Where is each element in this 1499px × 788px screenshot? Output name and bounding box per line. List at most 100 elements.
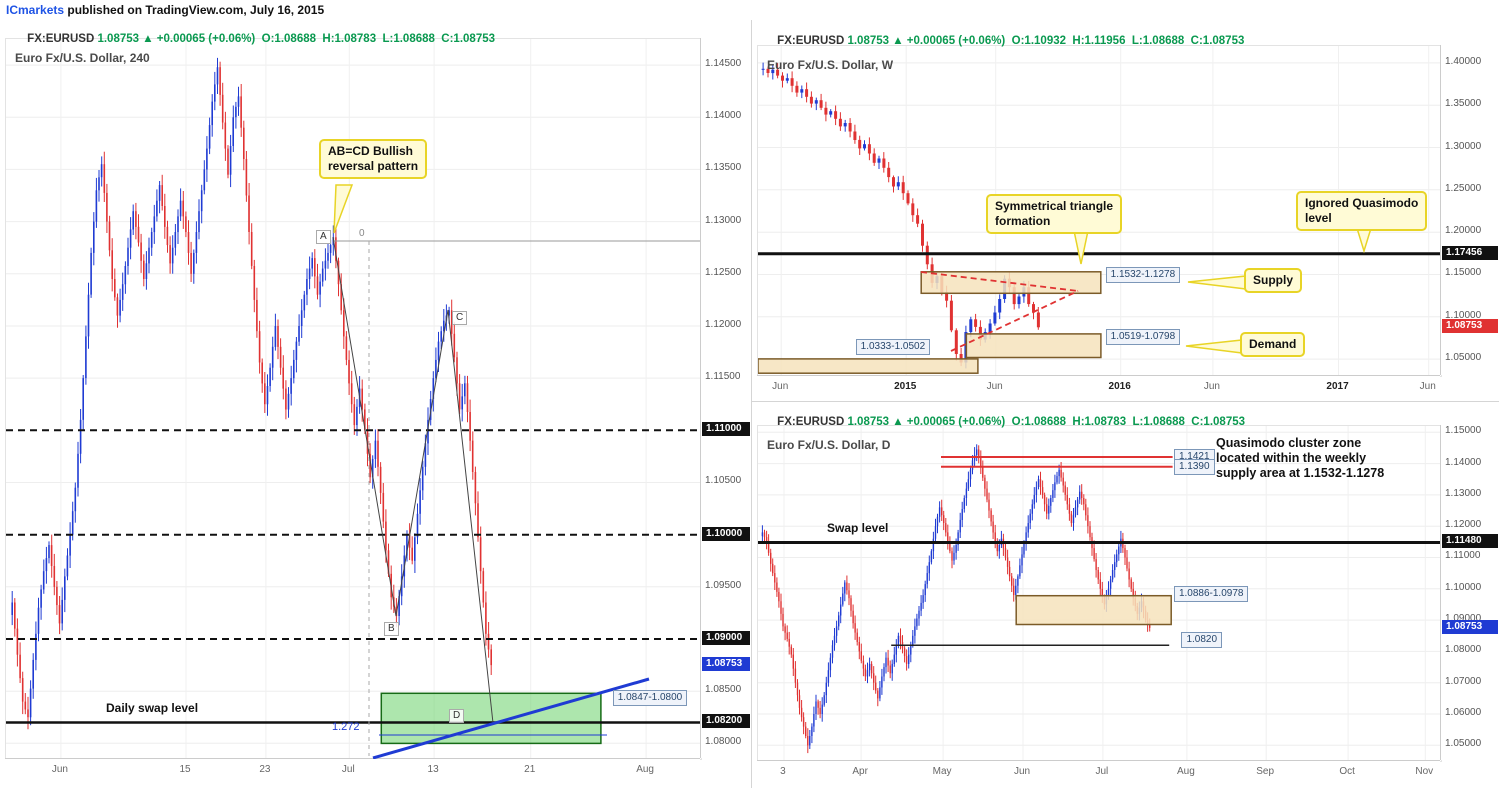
x-axis-tick: Nov <box>1415 766 1434 777</box>
y-axis-tick: 1.10000 <box>1445 581 1482 593</box>
x-axis-tick: 2016 <box>1108 381 1131 392</box>
y-axis-tick: 1.05000 <box>1445 738 1482 750</box>
chart-title-weekly: Euro Fx/U.S. Dollar, W <box>767 58 894 72</box>
supply-callout-text: Supply <box>1253 273 1294 287</box>
price-tag[interactable]: 1.08200 <box>702 714 750 729</box>
x-axis-tick: 13 <box>427 764 439 775</box>
y-axis-tick: 1.12000 <box>1445 519 1482 531</box>
y-axis-tick: 1.13500 <box>705 162 742 174</box>
y-axis-tick: 1.40000 <box>1445 55 1482 67</box>
price-axis-240[interactable]: 1.11000 1.10000 1.09000 1.08200 1.08753 1.145… <box>700 38 752 758</box>
zone-rect[interactable] <box>758 358 979 374</box>
y-axis-tick: 1.07000 <box>1445 675 1482 687</box>
y-axis-tick: 1.14500 <box>705 58 742 70</box>
chart-panel-daily: FX:EURUSD 1.08753 ▲ +0.00065 (+0.06%) O:… <box>752 402 1499 788</box>
fib-1272-label: 1.272 <box>332 721 360 733</box>
chart-title-daily: Euro Fx/U.S. Dollar, D <box>767 438 891 452</box>
swap-level-label[interactable]: Swap level <box>827 521 889 535</box>
abcd-callout[interactable]: AB=CD Bullish reversal pattern <box>319 139 428 179</box>
abcd-callout-line1: AB=CD Bullish <box>328 144 414 158</box>
y-axis-tick: 1.15000 <box>1445 425 1482 437</box>
x-axis-tick: 15 <box>179 764 191 775</box>
price-chart-weekly[interactable]: Euro Fx/U.S. Dollar, W Symmetrical trian… <box>757 45 1442 377</box>
y-axis-tick: 1.10000 <box>1445 309 1482 321</box>
supply-callout[interactable]: Supply <box>1244 268 1303 293</box>
x-axis-tick: Jun <box>1203 381 1220 392</box>
price-range-label[interactable]: 1.0820 <box>1181 631 1223 648</box>
quasimodo-cluster-note[interactable]: Quasimodo cluster zone located within th… <box>1216 436 1440 481</box>
y-axis-tick: 1.10500 <box>705 475 742 487</box>
symmetrical-triangle-callout[interactable]: Symmetrical triangle formation <box>986 194 1123 234</box>
x-axis-tick: 3 <box>780 766 786 777</box>
y-axis-tick: 1.35000 <box>1445 98 1482 110</box>
time-axis-240[interactable]: Jun 15 23 Jul 13 21 Aug <box>5 758 700 787</box>
y-axis-tick: 1.09000 <box>1445 613 1482 625</box>
x-axis-tick: Jun <box>51 764 68 775</box>
demand-callout[interactable]: Demand <box>1240 332 1306 357</box>
price-axis-daily[interactable]: 1.11480 1.08753 1.15000 1.14000 1.13000 1.120… <box>1440 425 1499 760</box>
price-range-label[interactable]: 1.0333-1.0502 <box>855 339 931 356</box>
price-chart-240[interactable]: Euro Fx/U.S. Dollar, 240 AB=CD Bullish r… <box>5 38 702 760</box>
y-axis-tick: 1.13000 <box>705 214 742 226</box>
price-range-label[interactable]: 1.1532-1.1278 <box>1105 267 1181 284</box>
point-d-label: D <box>449 709 465 723</box>
price-tag[interactable]: 1.17456 <box>1442 245 1498 260</box>
y-axis-tick: 1.25000 <box>1445 182 1482 194</box>
price-tag[interactable]: 1.11000 <box>702 422 750 437</box>
price-tag[interactable]: 1.10000 <box>702 526 750 541</box>
symbol-ohlc-values: 1.08753 ▲ +0.00065 (+0.06%) O:1.08688 H:… <box>94 33 496 45</box>
y-axis-tick: 1.08000 <box>1445 644 1482 656</box>
demand-callout-text: Demand <box>1249 337 1297 351</box>
x-axis-tick: Jul <box>341 764 355 775</box>
symbol-legend-weekly[interactable]: FX:EURUSD 1.08753 ▲ +0.00065 (+0.06%) O:… <box>758 23 1244 59</box>
note-line3: supply area at 1.1532-1.1278 <box>1216 466 1385 480</box>
price-range-label[interactable]: 1.0847-1.0800 <box>612 690 688 707</box>
symbol-legend-240[interactable]: FX:EURUSD 1.08753 ▲ +0.00065 (+0.06%) O:… <box>8 21 495 57</box>
price-chart-daily[interactable]: Euro Fx/U.S. Dollar, D Quasimodo cluster… <box>757 425 1442 762</box>
publish-header: ICmarkets published on TradingView.com, … <box>6 3 324 17</box>
point-c-label: C <box>452 311 468 325</box>
y-axis-tick: 1.12000 <box>705 318 742 330</box>
panel-divider-vertical <box>751 20 752 788</box>
ignored-quasimodo-callout[interactable]: Ignored Quasimodo level <box>1296 191 1428 231</box>
x-axis-tick: Jun <box>1013 766 1031 777</box>
publisher-name[interactable]: ICmarkets <box>6 3 65 17</box>
price-tag[interactable]: 1.09000 <box>702 631 750 645</box>
price-tag[interactable]: 1.08753 <box>702 656 750 671</box>
point-b-label: B <box>384 622 399 636</box>
x-axis-tick: 2015 <box>894 381 917 392</box>
price-range-label[interactable]: 1.0519-1.0798 <box>1105 329 1181 346</box>
price-range-label[interactable]: 1.0886-1.0978 <box>1173 585 1249 602</box>
price-range-label[interactable]: 1.1390 <box>1173 458 1215 475</box>
time-axis-weekly[interactable]: Jun 2015 Jun 2016 Jun 2017 Jun <box>757 375 1440 400</box>
symbol-name: FX:EURUSD <box>27 33 95 45</box>
symbol-legend-daily[interactable]: FX:EURUSD 1.08753 ▲ +0.00065 (+0.06%) O:… <box>758 404 1245 440</box>
price-axis-weekly[interactable]: 1.17456 1.08753 1.40000 1.35000 1.30000 1.250… <box>1440 45 1499 375</box>
candlestick-series <box>761 444 1151 754</box>
x-axis-tick: 2017 <box>1326 381 1349 392</box>
candles-canvas-daily <box>758 426 1441 761</box>
zone-rect[interactable] <box>380 692 602 745</box>
y-axis-tick: 1.14000 <box>1445 456 1482 468</box>
x-axis-tick: Apr <box>852 766 868 777</box>
daily-swap-level-label[interactable]: Daily swap level <box>106 701 199 715</box>
price-tag[interactable]: 1.08753 <box>1442 319 1498 334</box>
quasimodo-callout-line2: level <box>1305 211 1332 225</box>
time-axis-daily[interactable]: 3 Apr May Jun Jul Aug Sep Oct Nov <box>757 760 1440 787</box>
price-tag[interactable]: 1.08753 <box>1442 619 1498 634</box>
y-axis-tick: 1.05000 <box>1445 352 1482 364</box>
zone-rect[interactable] <box>920 271 1102 295</box>
zone-rect[interactable] <box>1015 594 1172 626</box>
triangle-callout-line1: Symmetrical triangle <box>995 199 1114 213</box>
note-line2: located within the weekly <box>1216 451 1367 465</box>
publish-note: published on TradingView.com, July 16, 2… <box>64 3 325 17</box>
x-axis-tick: Aug <box>1177 766 1195 777</box>
x-axis-tick: Jun <box>772 381 789 392</box>
price-tag[interactable]: 1.11480 <box>1442 534 1498 549</box>
y-axis-tick: 1.12500 <box>705 266 742 278</box>
quasimodo-callout-line1: Ignored Quasimodo <box>1305 196 1419 210</box>
y-axis-tick: 1.09500 <box>705 579 742 591</box>
symbol-name: FX:EURUSD <box>777 416 845 428</box>
zone-rect[interactable] <box>965 333 1102 359</box>
